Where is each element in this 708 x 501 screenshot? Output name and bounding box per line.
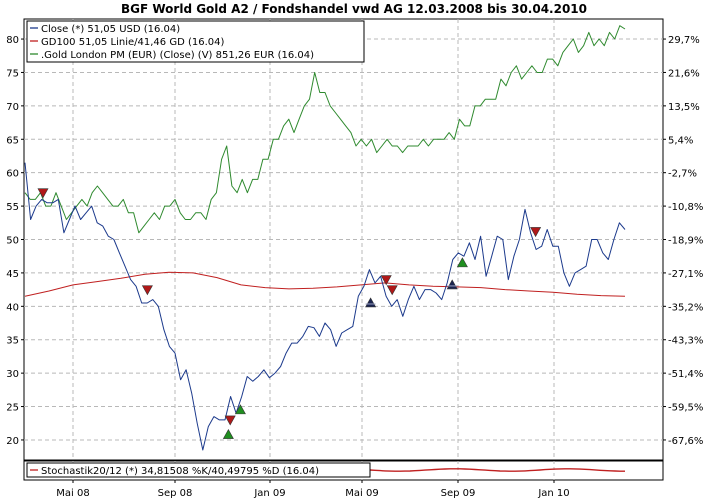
sell-signal-marker	[224, 415, 236, 426]
y-left-tick-label: 40	[6, 302, 19, 313]
sell-signal-marker	[380, 275, 392, 286]
x-tick-label: Sep 08	[158, 488, 193, 499]
sell-signal-marker	[386, 285, 398, 296]
y-right-tick-label: -2,7%	[668, 169, 697, 180]
gold-line	[24, 25, 626, 234]
y-right-tick-label: -43,3%	[668, 336, 703, 347]
y-right-tick-label: -18,9%	[668, 236, 703, 247]
chart-title: BGF World Gold A2 / Fondshandel vwd AG 1…	[121, 2, 587, 16]
legend: Close (*) 51,05 USD (16.04) GD100 51,05 …	[26, 20, 365, 63]
x-tick-label: Mai 09	[345, 488, 378, 499]
plot-layer	[24, 25, 626, 472]
x-tick-label: Mai 08	[56, 488, 89, 499]
y-right-tick-label: 13,5%	[668, 102, 700, 113]
neutral-signal-marker	[446, 279, 458, 290]
y-left-tick-label: 35	[6, 336, 19, 347]
y-right-tick-label: -10,8%	[668, 202, 703, 213]
y-left-tick-label: 80	[6, 35, 19, 46]
y-left-tick-label: 25	[6, 403, 19, 414]
legend-box	[26, 20, 365, 63]
y-left-tick-label: 55	[6, 202, 19, 213]
y-left-tick-label: 30	[6, 369, 19, 380]
y-right-tick-label: 29,7%	[668, 35, 700, 46]
gd100-line	[24, 271, 626, 297]
stochastic-legend-group: Stochastik20/12 (*) 34,81508 %K/40,49795…	[26, 462, 371, 478]
y-left-tick-label: 50	[6, 236, 19, 247]
y-left-tick-label: 75	[6, 68, 19, 79]
sell-signal-marker	[530, 227, 542, 238]
stochastic-line	[369, 468, 625, 472]
buy-signal-marker	[234, 404, 246, 415]
y-right-tick-label: -35,2%	[668, 302, 703, 313]
buy-signal-marker	[222, 428, 234, 439]
stochastic-legend-box	[26, 462, 371, 478]
y-right-tick-label: -51,4%	[668, 369, 703, 380]
legend-close: Close (*) 51,05 USD (16.04)	[41, 24, 180, 35]
sell-signal-marker	[141, 285, 153, 296]
x-tick-label: Jan 10	[537, 488, 569, 499]
y-left-tick-label: 20	[6, 436, 19, 447]
neutral-signal-marker	[365, 297, 377, 308]
buy-signal-marker	[456, 257, 468, 268]
legend-gd100: GD100 51,05 Linie/41,46 GD (16.04)	[41, 37, 224, 48]
main-plot-area	[23, 18, 664, 461]
y-right-tick-label: -67,6%	[668, 436, 703, 447]
y-left-tick-label: 60	[6, 169, 19, 180]
y-right-tick-label: 21,6%	[668, 68, 700, 79]
stochastic-legend: Stochastik20/12 (*) 34,81508 %K/40,49795…	[41, 466, 319, 477]
y-left-tick-label: 65	[6, 135, 19, 146]
x-tick-label: Sep 09	[441, 488, 476, 499]
y-right-tick-label: 5,4%	[668, 135, 693, 146]
grid	[24, 19, 663, 480]
y-right-tick-label: -27,1%	[668, 269, 703, 280]
y-left-tick-label: 45	[6, 269, 19, 280]
axis-labels: 20 -67,6% 25 -59,5% 30 -51,4% 35 -43,3% 40 -35,2%…	[6, 35, 703, 499]
y-right-tick-label: -59,5%	[668, 403, 703, 414]
y-left-tick-label: 70	[6, 102, 19, 113]
x-tick-label: Jan 09	[253, 488, 285, 499]
sell-signal-marker	[37, 188, 49, 199]
close-line	[24, 162, 626, 451]
legend-gold: .Gold London PM (EUR) (Close) (V) 851,26…	[41, 50, 314, 61]
